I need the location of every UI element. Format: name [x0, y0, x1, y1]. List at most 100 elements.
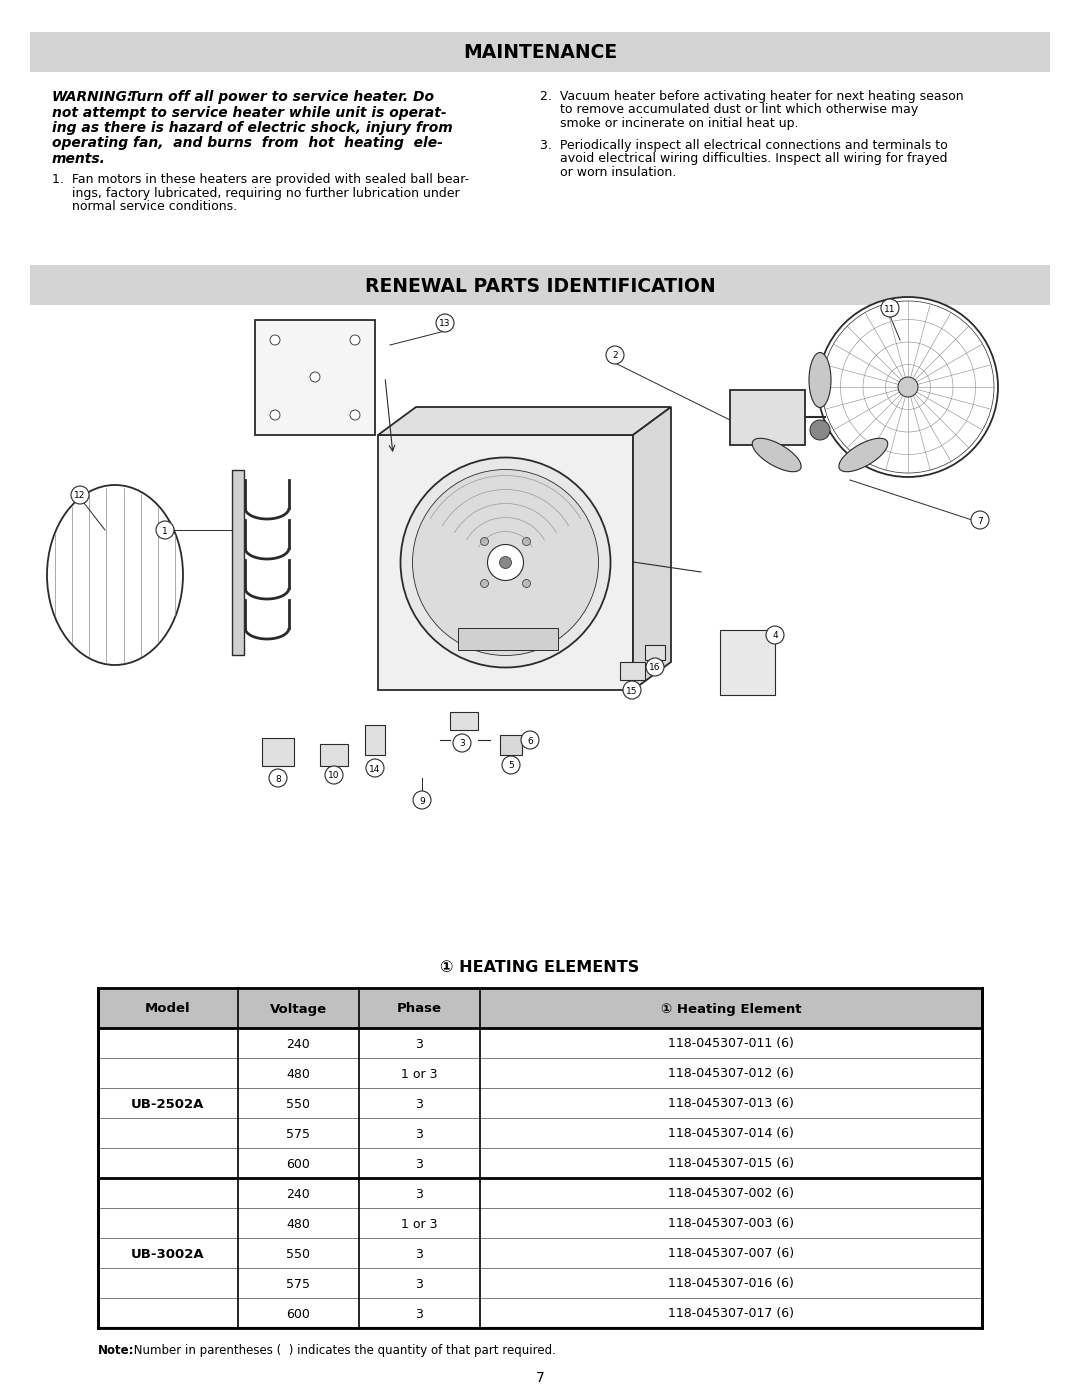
Text: 118-045307-017 (6): 118-045307-017 (6)	[667, 1308, 794, 1320]
Bar	[720, 630, 775, 694]
Circle shape	[523, 580, 530, 588]
Bar	[450, 712, 478, 731]
Ellipse shape	[48, 485, 183, 665]
Text: 3: 3	[416, 1158, 423, 1171]
Text: 4: 4	[772, 631, 778, 640]
Text: 575: 575	[286, 1127, 310, 1140]
Circle shape	[366, 759, 384, 777]
Text: 3: 3	[416, 1277, 423, 1291]
Text: 1: 1	[162, 527, 167, 535]
Bar	[645, 645, 665, 659]
Text: 13: 13	[440, 320, 450, 328]
Circle shape	[481, 580, 488, 588]
Bar	[458, 629, 558, 650]
Circle shape	[481, 538, 488, 545]
Text: 118-045307-013 (6): 118-045307-013 (6)	[669, 1098, 794, 1111]
Circle shape	[766, 626, 784, 644]
Text: avoid electrical wiring difficulties. Inspect all wiring for frayed: avoid electrical wiring difficulties. In…	[540, 152, 947, 165]
Circle shape	[270, 335, 280, 345]
Text: 2.  Vacuum heater before activating heater for next heating season: 2. Vacuum heater before activating heate…	[540, 89, 963, 103]
Bar	[620, 662, 645, 680]
Bar	[98, 1148, 982, 1178]
Circle shape	[436, 314, 454, 332]
Bar	[98, 1088, 982, 1118]
Text: 3: 3	[416, 1308, 423, 1320]
Text: 118-045307-003 (6): 118-045307-003 (6)	[667, 1218, 794, 1231]
Text: 240: 240	[286, 1187, 310, 1200]
Circle shape	[502, 756, 519, 774]
Text: 118-045307-011 (6): 118-045307-011 (6)	[669, 1038, 794, 1051]
Text: 3: 3	[416, 1098, 423, 1111]
Circle shape	[523, 538, 530, 545]
Text: not attempt to service heater while unit is operat-: not attempt to service heater while unit…	[52, 106, 447, 120]
Text: 12: 12	[75, 492, 85, 500]
Circle shape	[325, 766, 343, 784]
Text: RENEWAL PARTS IDENTIFICATION: RENEWAL PARTS IDENTIFICATION	[365, 277, 715, 296]
Text: 118-045307-016 (6): 118-045307-016 (6)	[669, 1277, 794, 1291]
Bar	[320, 745, 348, 766]
Text: Voltage: Voltage	[270, 1003, 327, 1016]
Circle shape	[310, 372, 320, 381]
Bar	[730, 390, 805, 446]
Text: 118-045307-007 (6): 118-045307-007 (6)	[667, 1248, 794, 1260]
Text: 7: 7	[536, 1370, 544, 1384]
Text: 5: 5	[508, 761, 514, 771]
Text: 7: 7	[977, 517, 983, 525]
Circle shape	[453, 733, 471, 752]
Text: 2: 2	[612, 352, 618, 360]
Text: UB-2502A: UB-2502A	[131, 1098, 204, 1111]
Polygon shape	[378, 434, 633, 690]
Text: Number in parentheses (  ) indicates the quantity of that part required.: Number in parentheses ( ) indicates the …	[130, 1344, 556, 1356]
Bar	[98, 988, 982, 1028]
Text: Model: Model	[145, 1003, 191, 1016]
Text: 550: 550	[286, 1098, 310, 1111]
Text: or worn insulation.: or worn insulation.	[540, 165, 676, 179]
Bar	[30, 32, 1050, 73]
Circle shape	[270, 409, 280, 420]
Circle shape	[971, 511, 989, 529]
Text: 9: 9	[419, 796, 424, 806]
Text: 480: 480	[286, 1067, 310, 1080]
Polygon shape	[255, 320, 375, 434]
Bar	[98, 1208, 982, 1238]
Text: 15: 15	[626, 686, 638, 696]
Text: smoke or incinerate on initial heat up.: smoke or incinerate on initial heat up.	[540, 117, 798, 130]
Bar	[232, 469, 244, 655]
Text: 1.  Fan motors in these heaters are provided with sealed ball bear-: 1. Fan motors in these heaters are provi…	[52, 173, 469, 187]
Circle shape	[269, 768, 287, 787]
Text: 3: 3	[416, 1127, 423, 1140]
Circle shape	[818, 298, 998, 476]
Circle shape	[350, 409, 360, 420]
Text: operating fan,  and burns  from  hot  heating  ele-: operating fan, and burns from hot heatin…	[52, 137, 443, 151]
Text: to remove accumulated dust or lint which otherwise may: to remove accumulated dust or lint which…	[540, 103, 918, 116]
Polygon shape	[378, 407, 671, 434]
Text: ings, factory lubricated, requiring no further lubrication under: ings, factory lubricated, requiring no f…	[52, 187, 460, 200]
Text: 1 or 3: 1 or 3	[401, 1067, 437, 1080]
Circle shape	[897, 377, 918, 397]
Circle shape	[71, 486, 89, 504]
Text: 118-045307-015 (6): 118-045307-015 (6)	[667, 1158, 794, 1171]
Bar	[98, 1058, 982, 1088]
Text: 600: 600	[286, 1308, 310, 1320]
Text: Phase: Phase	[396, 1003, 442, 1016]
Text: 550: 550	[286, 1248, 310, 1260]
Circle shape	[499, 556, 512, 569]
Bar	[98, 1238, 982, 1268]
Text: 11: 11	[885, 305, 895, 313]
Circle shape	[881, 299, 899, 317]
Text: 118-045307-002 (6): 118-045307-002 (6)	[667, 1187, 794, 1200]
Text: 480: 480	[286, 1218, 310, 1231]
Bar	[262, 738, 294, 766]
Text: 118-045307-012 (6): 118-045307-012 (6)	[669, 1067, 794, 1080]
Circle shape	[350, 335, 360, 345]
Bar	[30, 265, 1050, 305]
Circle shape	[413, 791, 431, 809]
Text: 3: 3	[416, 1248, 423, 1260]
Polygon shape	[633, 407, 671, 690]
Text: 240: 240	[286, 1038, 310, 1051]
Text: 16: 16	[649, 664, 661, 672]
Text: MAINTENANCE: MAINTENANCE	[463, 43, 617, 63]
Bar	[98, 1298, 982, 1329]
Text: 8: 8	[275, 774, 281, 784]
Text: 10: 10	[328, 771, 340, 781]
